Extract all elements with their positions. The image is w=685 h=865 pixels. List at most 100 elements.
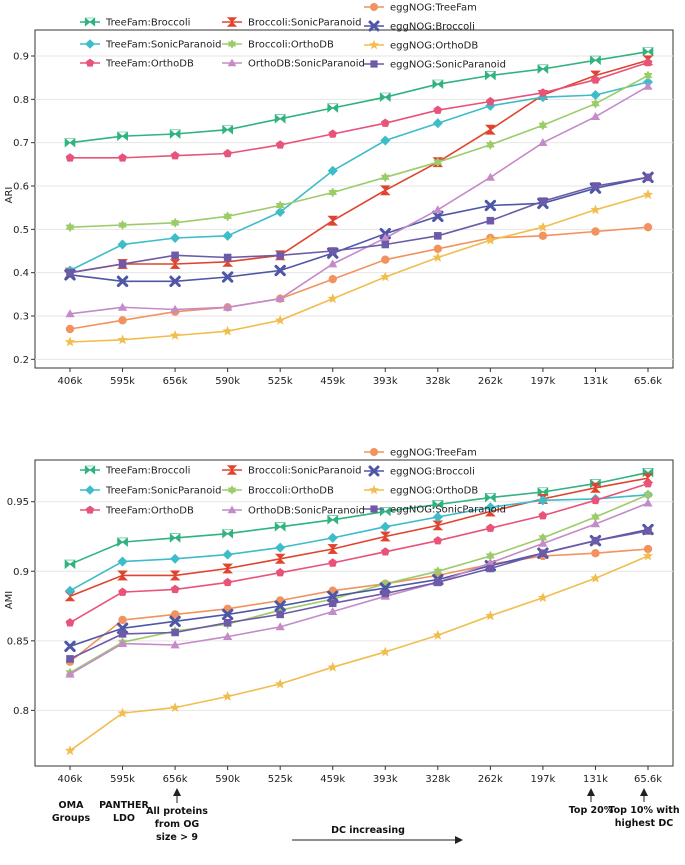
legend-item-eggnog-orthodb: eggNOG:OrthoDB — [364, 39, 478, 52]
legend-item-broccoli-sonicparanoid: Broccoli:SonicParanoid — [222, 465, 362, 477]
ami-plot-frame — [34, 459, 674, 767]
y-tick-label: 0.85 — [7, 636, 29, 647]
legend-marker — [227, 485, 237, 495]
series-eggnog-treefam — [65, 544, 653, 666]
data-point-eggnog-treefam — [118, 615, 127, 625]
data-point-treefam-orthodb — [643, 57, 653, 67]
legend-item-eggnog-treefam: eggNOG:TreeFam — [364, 3, 477, 14]
data-point-eggnog-sonicparanoid — [276, 610, 284, 619]
data-point-eggnog-orthodb — [432, 252, 443, 262]
data-point-treefam-sonicparanoid — [327, 532, 338, 543]
data-point-eggnog-sonicparanoid — [644, 173, 652, 182]
data-point-broccoli-orthodb — [591, 512, 600, 523]
data-point-broccoli-orthodb — [433, 566, 443, 577]
legend-label: TreeFam:Broccoli — [105, 466, 190, 477]
data-point-broccoli-orthodb — [170, 217, 180, 228]
top10-annotation-line2: highest DC — [615, 818, 673, 829]
series-line-eggnog-orthodb — [69, 193, 649, 343]
data-point-eggnog-orthodb — [537, 221, 549, 232]
x-tick-label: 525k — [268, 774, 293, 785]
data-point-treefam-sonicparanoid — [117, 556, 128, 567]
legend-label: Broccoli:SonicParanoid — [248, 18, 362, 29]
panther-annotation-line2: LDO — [113, 813, 135, 824]
series-line-treefam-sonicparanoid — [69, 81, 649, 272]
ari-chart: 406k 595k 656k 590k 525k 459k 393k 328k 262k 197k… — [4, 3, 674, 387]
data-point-orthodb-sonicparanoid — [590, 519, 601, 528]
data-point-broccoli-orthodb — [380, 172, 390, 183]
data-point-treefam-sonicparanoid — [590, 90, 601, 100]
legend-marker — [85, 485, 95, 495]
data-point-orthodb-sonicparanoid — [65, 309, 75, 318]
legend-item-broccoli-sonicparanoid: Broccoli:SonicParanoid — [222, 17, 362, 29]
data-point-treefam-broccoli — [274, 114, 287, 124]
y-tick-label: 0.9 — [13, 567, 29, 578]
legend-item-treefam-orthodb: TreeFam:OrthoDB — [80, 59, 194, 70]
data-point-eggnog-sonicparanoid — [118, 630, 127, 638]
series-line-treefam-broccoli — [69, 50, 649, 144]
data-point-eggnog-treefam — [328, 274, 337, 284]
series-line-orthodb-sonicparanoid — [69, 85, 649, 315]
legend-label: TreeFam:OrthoDB — [105, 59, 194, 70]
legend-item-eggnog-sonicparanoid: eggNOG:SonicParanoid — [364, 60, 506, 71]
data-point-eggnog-broccoli — [116, 275, 129, 288]
series-eggnog-sonicparanoid — [66, 173, 652, 277]
legend-item-treefam-orthodb: TreeFam:OrthoDB — [80, 506, 194, 517]
x-tick-label: 328k — [425, 376, 450, 387]
legend-label: eggNOG:TreeFam — [390, 448, 477, 459]
data-point-eggnog-broccoli — [484, 199, 497, 212]
data-point-broccoli-sonicparanoid — [590, 482, 601, 493]
x-tick-label: 393k — [373, 774, 398, 785]
data-point-eggnog-broccoli — [327, 590, 339, 603]
data-point-treefam-sonicparanoid — [485, 502, 496, 513]
data-point-orthodb-sonicparanoid — [590, 112, 601, 120]
allproteins-annotation-line2: from OG — [155, 819, 200, 830]
legend-label: eggNOG:OrthoDB — [390, 486, 478, 497]
data-point-treefam-orthodb — [328, 129, 338, 138]
data-point-broccoli-sonicparanoid — [169, 259, 181, 269]
data-point-broccoli-orthodb — [486, 550, 495, 561]
legend-label: eggNOG:OrthoDB — [390, 41, 478, 52]
series-treefam-broccoli — [64, 467, 654, 570]
series-line-eggnog-broccoli — [69, 176, 649, 283]
data-point-treefam-orthodb — [538, 88, 548, 97]
data-point-broccoli-sonicparanoid — [642, 473, 654, 484]
data-point-eggnog-sonicparanoid — [66, 655, 74, 663]
legend-marker — [370, 3, 378, 11]
data-point-treefam-sonicparanoid — [537, 495, 548, 506]
oma-annotation-line2: Groups — [52, 813, 91, 824]
data-point-eggnog-broccoli — [274, 264, 286, 277]
y-tick-label: 0.9 — [13, 52, 29, 63]
y-tick-label: 0.8 — [13, 706, 29, 717]
data-point-treefam-orthodb — [328, 558, 338, 567]
series-eggnog-orthodb — [64, 550, 654, 756]
legend-label: eggNOG:Broccoli — [390, 22, 475, 33]
legend-item-broccoli-orthodb: Broccoli:OrthoDB — [222, 485, 334, 497]
data-point-treefam-orthodb — [275, 568, 285, 577]
ari-plot-frame — [34, 29, 674, 369]
data-point-broccoli-sonicparanoid — [117, 570, 128, 581]
y-tick-label: 0.6 — [13, 182, 29, 193]
legend-item-treefam-sonicparanoid: TreeFam:SonicParanoid — [80, 39, 222, 51]
data-point-treefam-broccoli — [326, 515, 339, 525]
data-point-treefam-orthodb — [380, 547, 390, 556]
data-point-treefam-orthodb — [118, 153, 127, 162]
legend-item-eggnog-broccoli: eggNOG:Broccoli — [364, 20, 475, 33]
dc-increasing-label: DC increasing — [331, 825, 405, 836]
ami-chart: 406k 595k 656k 590k 525k 459k 393k 328k 262k 197k… — [4, 448, 674, 785]
legend-marker — [85, 505, 95, 514]
data-point-orthodb-sonicparanoid — [433, 205, 443, 214]
data-point-broccoli-orthodb — [328, 187, 338, 198]
data-point-treefam-orthodb — [223, 148, 232, 158]
x-tick-label: 525k — [268, 376, 293, 387]
data-point-orthodb-sonicparanoid — [170, 640, 180, 649]
legend-marker — [84, 17, 96, 27]
legend-label: eggNOG:TreeFam — [390, 3, 477, 14]
data-point-broccoli-sonicparanoid — [379, 531, 391, 542]
data-point-eggnog-sonicparanoid — [539, 197, 547, 205]
data-point-orthodb-sonicparanoid — [380, 233, 390, 242]
x-tick-label: 406k — [58, 376, 83, 387]
x-tick-label: 590k — [215, 774, 240, 785]
x-tick-label: 393k — [373, 376, 398, 387]
x-tick-label: 197k — [530, 376, 555, 387]
